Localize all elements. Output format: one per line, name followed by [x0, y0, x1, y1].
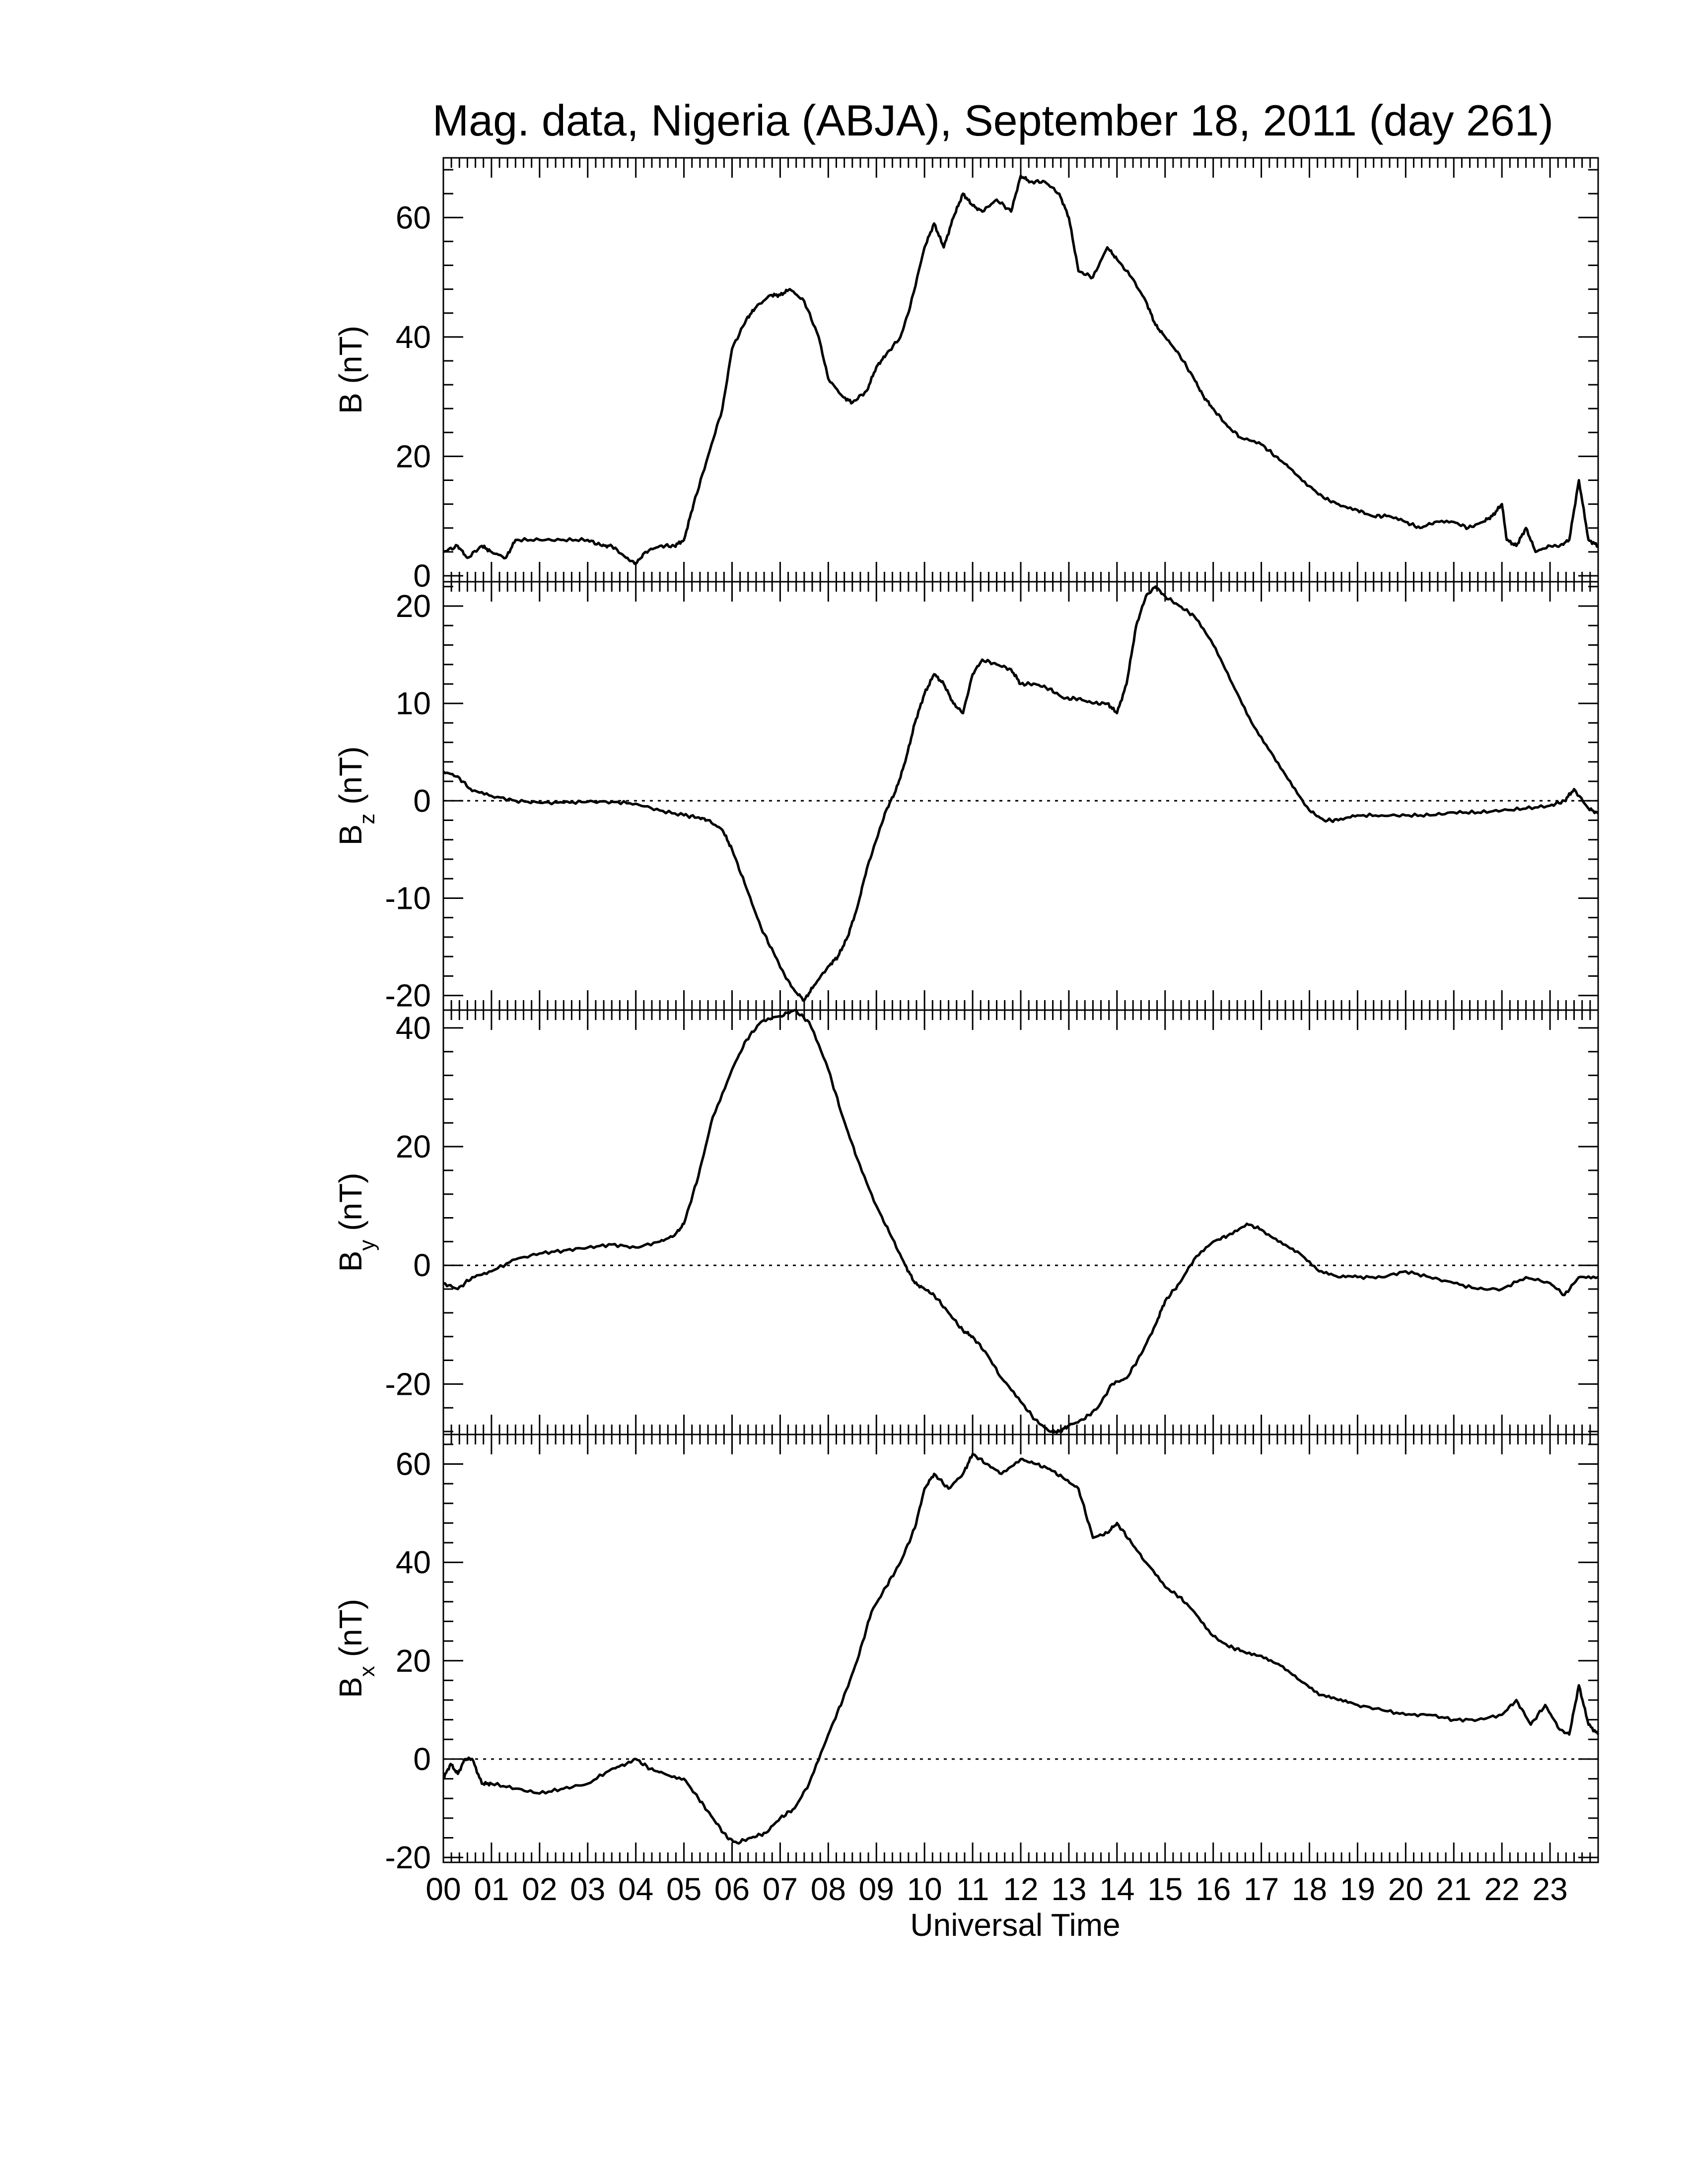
y-tick-label: 20	[396, 1129, 431, 1164]
y-tick-label: 0	[413, 1741, 431, 1777]
x-tick-label: 20	[1388, 1871, 1423, 1907]
plot-frame	[442, 157, 1599, 583]
y-tick-label: 0	[413, 783, 431, 819]
x-tick-label: 11	[956, 1871, 989, 1907]
x-tick-label: 12	[1003, 1871, 1038, 1907]
x-tick-label: 22	[1484, 1871, 1520, 1907]
panel-3: -20 0 20 40 By (nT)	[333, 1009, 1599, 1435]
x-tick-label: 02	[522, 1871, 557, 1907]
x-tick-label: 13	[1051, 1871, 1086, 1907]
x-tick-label: 23	[1532, 1871, 1567, 1907]
x-tick-label: 03	[570, 1871, 605, 1907]
y-axis-label-main: B	[333, 1251, 368, 1272]
y-tick-label: 10	[396, 685, 431, 721]
y-axis-label-unit: (nT)	[333, 326, 368, 393]
x-tick-label: 10	[907, 1871, 942, 1907]
y-axis-label-main: B	[333, 824, 368, 846]
chart-title: Mag. data, Nigeria (ABJA), September 18,…	[432, 96, 1553, 145]
y-tick-label: 40	[396, 1545, 431, 1580]
y-tick-label: 60	[396, 200, 431, 235]
y-tick-label: 20	[396, 1643, 431, 1679]
y-axis-label-subscript: z	[355, 814, 379, 824]
panel-4: -20 0 20 40 60 Bx (nT)	[333, 1433, 1600, 1875]
x-tick-label: 00	[425, 1871, 461, 1907]
x-axis-label: Universal Time	[910, 1907, 1120, 1943]
x-tick-label: 16	[1196, 1871, 1231, 1907]
x-tick-label: 14	[1099, 1871, 1134, 1907]
plot-frame	[442, 1433, 1599, 1863]
x-tick-label: 08	[811, 1871, 846, 1907]
data-line-panel-1	[443, 174, 1599, 565]
y-tick-label: 40	[396, 319, 431, 355]
y-tick-label: 0	[413, 1247, 431, 1283]
y-axis-label: By (nT)	[333, 1173, 379, 1272]
y-axis-label-unit: (nT)	[333, 1599, 368, 1666]
y-axis-label-subscript: y	[355, 1240, 379, 1251]
y-tick-label: -10	[385, 880, 431, 916]
x-tick-label: 18	[1292, 1871, 1327, 1907]
x-tick-label: 07	[763, 1871, 798, 1907]
y-axis-label: Bz (nT)	[333, 747, 379, 846]
y-tick-label: 20	[396, 438, 431, 474]
panel-2: -20 -10 0 10 20 Bz (nT)	[333, 581, 1599, 1014]
x-tick-label: 04	[618, 1871, 653, 1907]
x-tick-label: 21	[1436, 1871, 1472, 1907]
y-axis-label-unit: (nT)	[333, 747, 368, 814]
data-line-panel-3	[443, 1009, 1599, 1434]
y-axis-label-subscript: x	[355, 1666, 379, 1677]
x-tick-label: 17	[1244, 1871, 1279, 1907]
plot-frame	[442, 581, 1599, 1011]
y-axis-label: B (nT)	[333, 326, 368, 414]
y-axis-label-main: B	[333, 1677, 368, 1698]
y-axis-label-main: B	[333, 393, 368, 414]
y-tick-label: -20	[385, 1366, 431, 1402]
y-tick-label: 60	[396, 1446, 431, 1482]
x-tick-label: 01	[474, 1871, 509, 1907]
x-tick-label: 15	[1147, 1871, 1183, 1907]
y-tick-label: -20	[385, 1840, 431, 1875]
panel-1: 0 20 40 60 B (nT)	[333, 157, 1599, 594]
y-tick-label: 0	[413, 558, 431, 594]
x-tick-label: 19	[1340, 1871, 1375, 1907]
data-line-panel-2	[442, 585, 1599, 1002]
plot-frame	[442, 1009, 1599, 1435]
y-tick-label: 20	[396, 588, 431, 624]
x-tick-label: 05	[666, 1871, 702, 1907]
x-tick-label: 09	[859, 1871, 894, 1907]
x-tick-label: 06	[714, 1871, 750, 1907]
y-axis-label-unit: (nT)	[333, 1173, 368, 1240]
y-tick-label: -20	[385, 978, 431, 1014]
y-axis-label: Bx (nT)	[333, 1599, 379, 1698]
y-tick-label: 40	[396, 1010, 431, 1046]
data-line-panel-4	[442, 1453, 1600, 1845]
